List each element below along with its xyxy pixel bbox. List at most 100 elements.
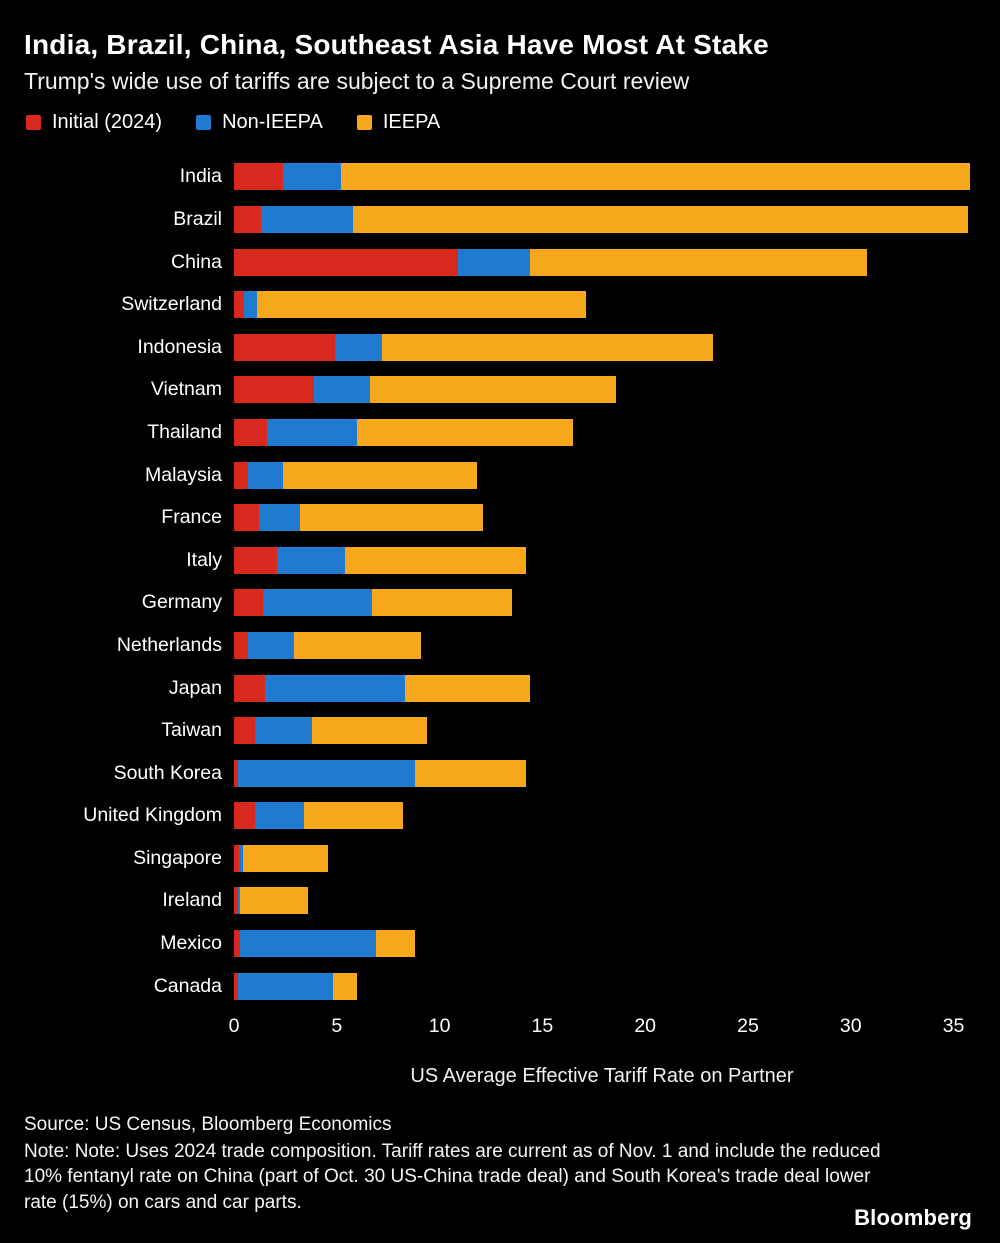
bar-track [234, 461, 970, 489]
category-label: Netherlands [116, 633, 222, 656]
bar-segment-ieepa [404, 674, 531, 702]
legend-label: Initial (2024) [52, 110, 163, 133]
category-label: Malaysia [145, 463, 222, 486]
bar-segment-non-ieepa [314, 376, 370, 404]
bar-track [234, 589, 970, 617]
bar-segment-ieepa [382, 333, 713, 361]
x-tick-label: 20 [634, 1015, 657, 1038]
bar-segment-ieepa [243, 844, 328, 872]
category-label: Indonesia [137, 335, 222, 358]
chart-row: Thailand [24, 411, 970, 454]
legend-swatch [196, 114, 212, 130]
chart-row: Ireland [24, 880, 970, 923]
bar-segment-initial-2024 [234, 674, 265, 702]
bar-segment-initial-2024 [234, 205, 261, 233]
bar-track [234, 717, 970, 745]
category-label: Italy [186, 548, 222, 571]
bar-segment-non-ieepa [238, 887, 241, 915]
bar-segment-ieepa [371, 589, 512, 617]
bar-segment-non-ieepa [254, 717, 313, 745]
bar-track [234, 930, 970, 958]
bar-segment-ieepa [369, 376, 617, 404]
chart-row: Netherlands [24, 624, 970, 667]
category-label: Ireland [162, 889, 222, 912]
chart-row: Canada [24, 965, 970, 1008]
bar-track [234, 205, 970, 233]
bar-segment-initial-2024 [234, 163, 284, 191]
source-text: Source: US Census, Bloomberg Economics [24, 1114, 392, 1136]
bar-track [234, 631, 970, 659]
bar-segment-non-ieepa [248, 631, 294, 659]
x-tick-label: 0 [228, 1015, 240, 1038]
legend-item: IEEPA [356, 111, 440, 134]
category-label: Switzerland [121, 293, 222, 316]
bar-segment-non-ieepa [238, 972, 333, 1000]
bar-segment-ieepa [283, 461, 477, 489]
bar-segment-non-ieepa [238, 759, 415, 787]
bar-segment-initial-2024 [234, 376, 315, 404]
bar-segment-initial-2024 [234, 333, 335, 361]
category-label: Japan [168, 676, 222, 699]
bar-segment-initial-2024 [234, 589, 263, 617]
footer: Source: US Census, Bloomberg Economics N… [24, 1112, 970, 1215]
chart-row: Vietnam [24, 369, 970, 412]
bar-track [234, 418, 970, 446]
bar-segment-non-ieepa [244, 291, 257, 319]
chart-legend: Initial (2024) Non-IEEPA IEEPA [26, 111, 970, 134]
bar-segment-non-ieepa [458, 248, 531, 276]
chart-row: Mexico [24, 922, 970, 965]
bar-segment-non-ieepa [283, 163, 341, 191]
page-title: India, Brazil, China, Southeast Asia Hav… [24, 29, 769, 60]
category-label: Germany [141, 591, 222, 614]
legend-item: Non-IEEPA [196, 111, 323, 134]
bar-segment-initial-2024 [234, 631, 249, 659]
bar-track [234, 546, 970, 574]
bar-track [234, 504, 970, 532]
bar-segment-ieepa [340, 163, 970, 191]
category-label: Canada [153, 974, 222, 997]
x-tick-label: 10 [428, 1015, 451, 1038]
chart-row: Switzerland [24, 283, 970, 326]
bar-segment-initial-2024 [234, 504, 259, 532]
chart-row: Italy [24, 539, 970, 582]
bar-segment-non-ieepa [334, 333, 383, 361]
bar-segment-initial-2024 [234, 972, 239, 1000]
bar-segment-ieepa [375, 930, 415, 958]
bar-track [234, 376, 970, 404]
bar-segment-non-ieepa [254, 802, 304, 830]
chart-row: China [24, 241, 970, 284]
bar-track [234, 887, 970, 915]
bar-segment-ieepa [240, 887, 308, 915]
legend-swatch [356, 114, 372, 130]
bar-segment-initial-2024 [234, 248, 459, 276]
bar-segment-non-ieepa [266, 418, 358, 446]
bar-track [234, 163, 970, 191]
category-label: United Kingdom [83, 804, 222, 827]
chart-row: Taiwan [24, 709, 970, 752]
bar-segment-ieepa [303, 802, 403, 830]
bar-segment-initial-2024 [234, 844, 240, 872]
bar-segment-ieepa [353, 205, 968, 233]
x-tick-label: 5 [331, 1015, 343, 1038]
bar-segment-non-ieepa [260, 205, 354, 233]
bar-segment-initial-2024 [234, 461, 249, 489]
bar-segment-non-ieepa [258, 504, 300, 532]
category-label: Mexico [160, 932, 222, 955]
bar-track [234, 248, 970, 276]
category-label: Taiwan [161, 719, 222, 742]
bar-track [234, 291, 970, 319]
bar-segment-ieepa [357, 418, 574, 446]
x-tick-label: 30 [839, 1015, 862, 1038]
category-label: Singapore [133, 846, 222, 869]
bar-segment-ieepa [530, 248, 868, 276]
chart-subtitle: Trump's wide use of tariffs are subject … [24, 67, 690, 94]
chart-row: Germany [24, 582, 970, 625]
chart-row: Japan [24, 667, 970, 710]
bar-segment-ieepa [299, 504, 483, 532]
bar-track [234, 802, 970, 830]
category-label: China [171, 250, 222, 273]
bar-track [234, 759, 970, 787]
legend-item: Initial (2024) [26, 111, 162, 134]
bar-segment-non-ieepa [248, 461, 284, 489]
